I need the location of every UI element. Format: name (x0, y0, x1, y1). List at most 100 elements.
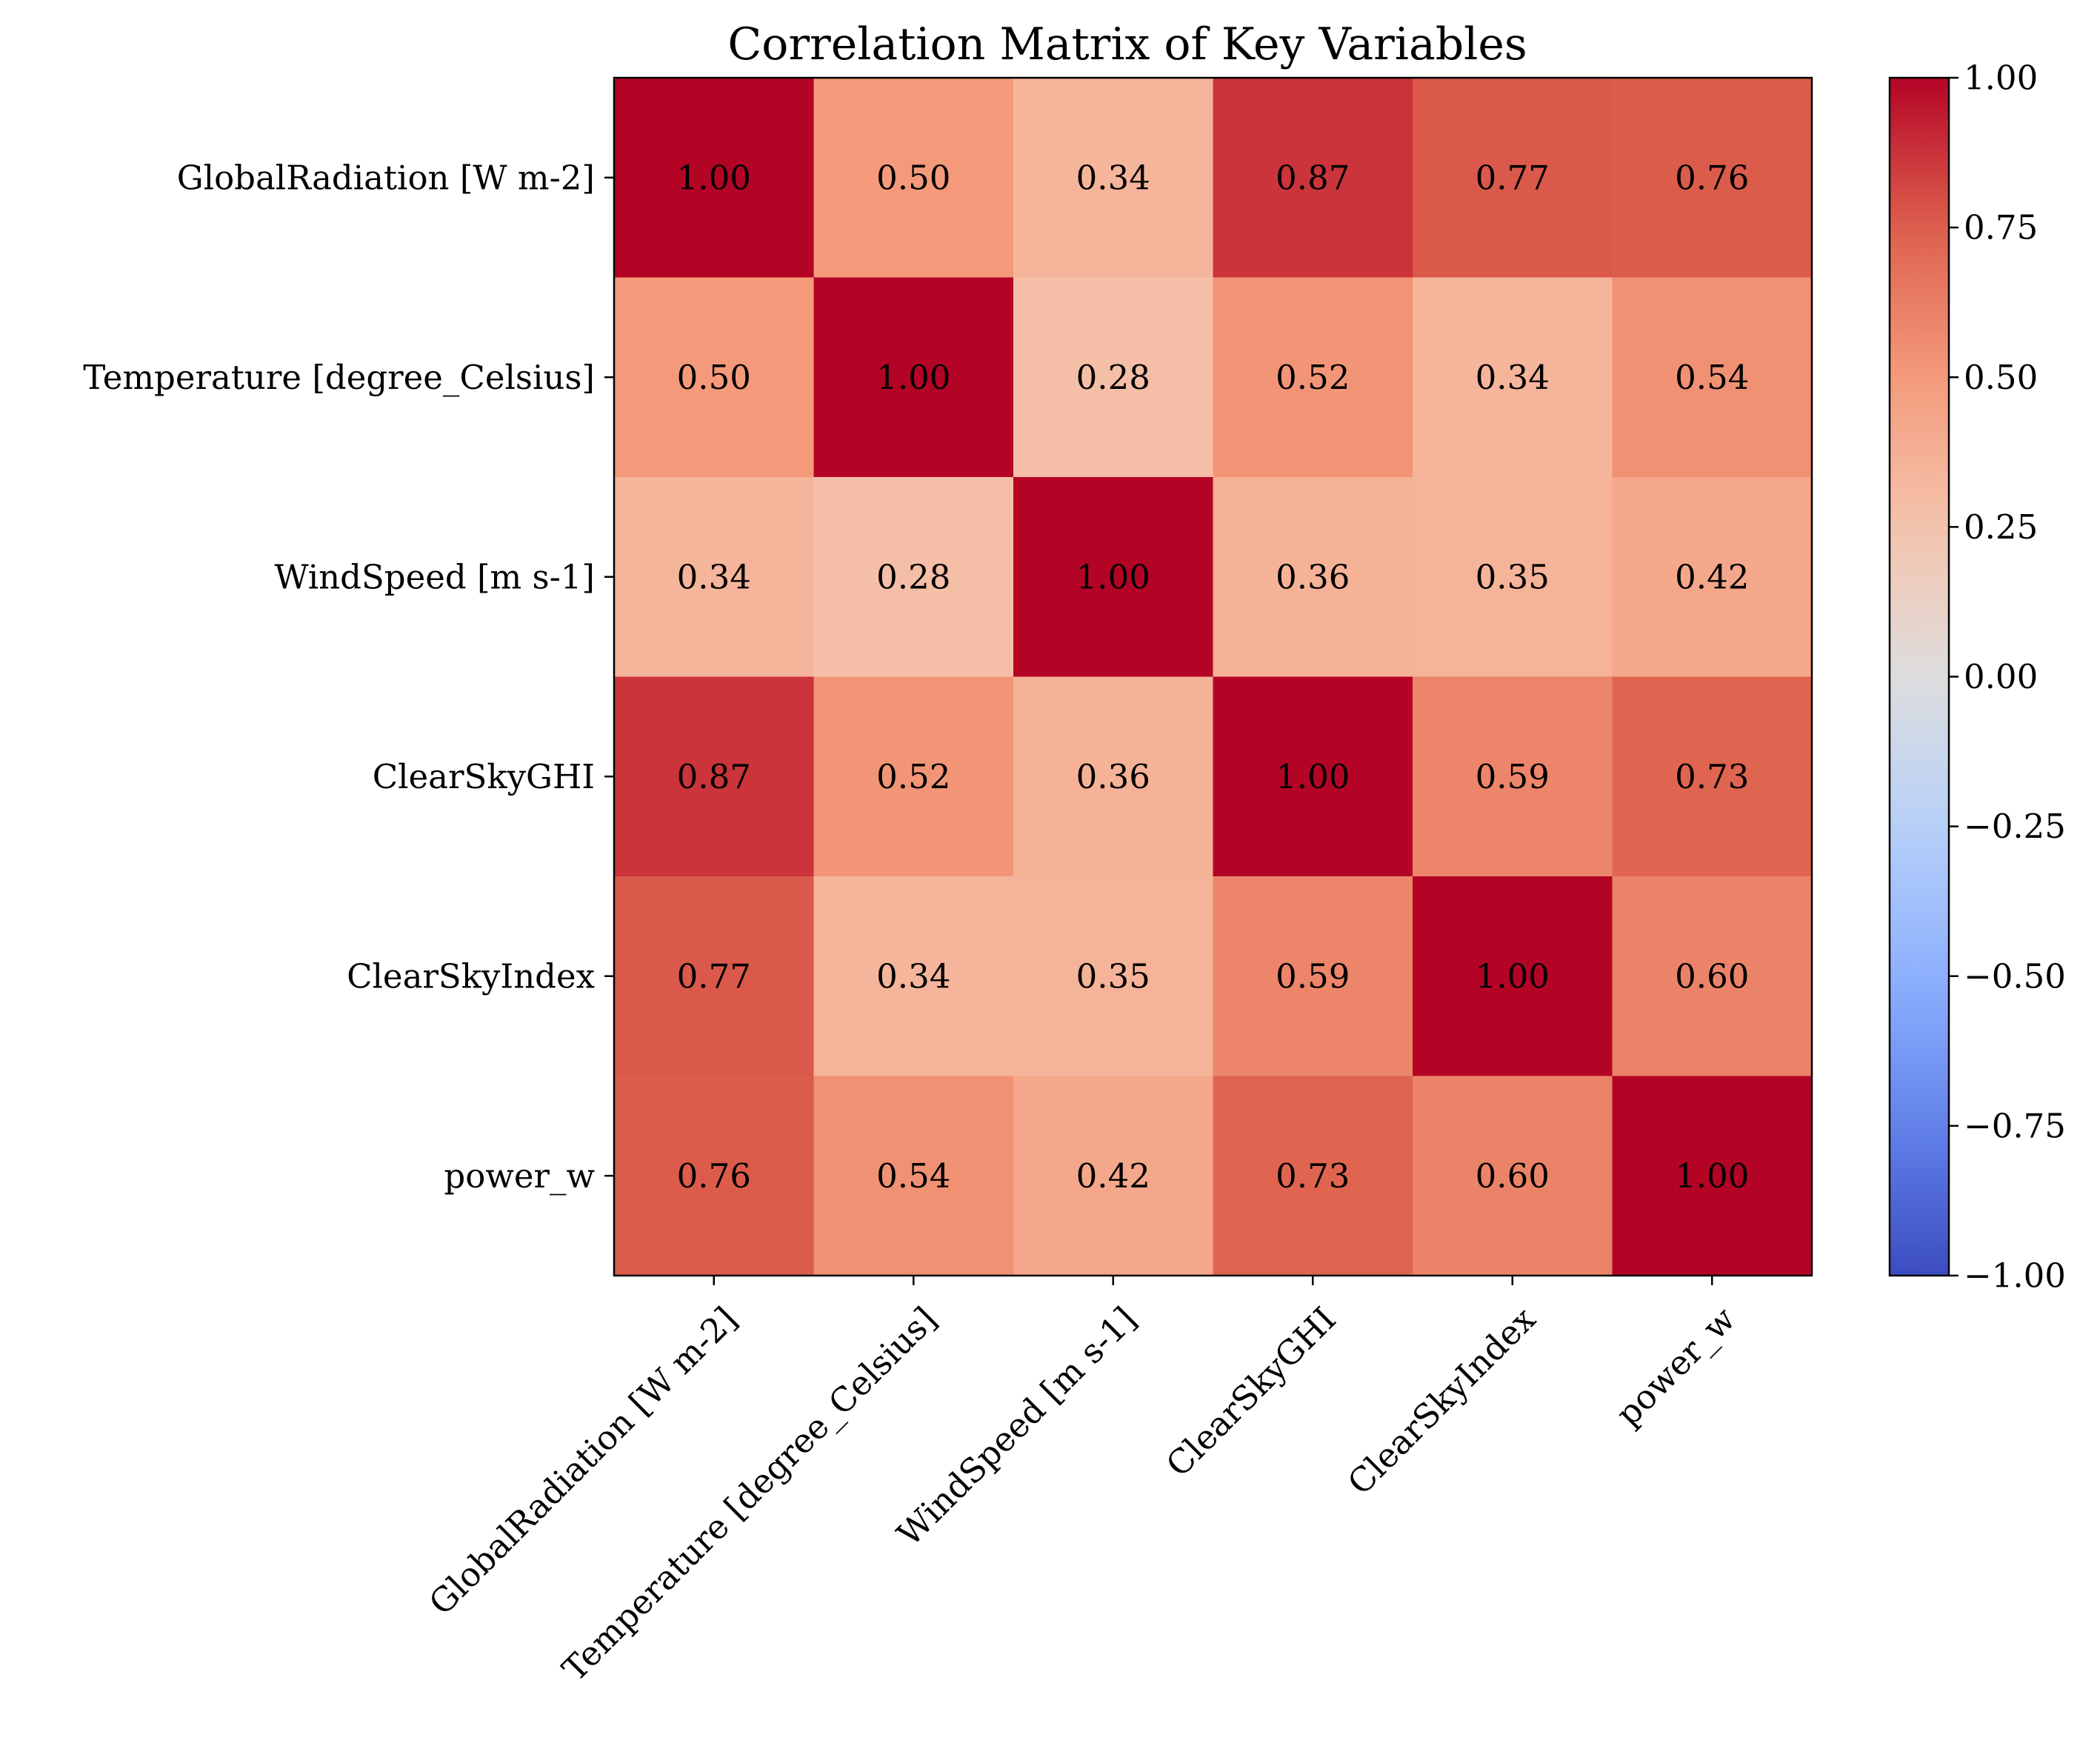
colorbar-tick-label-4: 0.00 (1964, 657, 2038, 696)
heatmap-cell-r1-c1 (813, 277, 1014, 478)
cell-value-label-r4-c0: 0.77 (677, 956, 751, 996)
heatmap-cell-r2-c4 (1413, 477, 1613, 678)
heatmap-cell-r4-c0 (614, 876, 815, 1077)
heatmap-cell-r2-c0 (614, 477, 815, 678)
cell-value-label-r2-c5: 0.42 (1675, 557, 1749, 596)
heatmap-cell-r3-c1 (813, 676, 1014, 877)
heatmap-cell-r4-c1 (813, 876, 1014, 1077)
heatmap-cell-r3-c2 (1013, 676, 1214, 877)
heatmap-cell-r5-c0 (614, 1076, 815, 1276)
cell-value-label-r3-c2: 0.36 (1076, 757, 1150, 796)
heatmap-cell-r3-c3 (1213, 676, 1413, 877)
heatmap-cells (614, 78, 1813, 1276)
cell-value-label-r4-c1: 0.34 (876, 956, 950, 996)
cell-value-label-r5-c2: 0.42 (1076, 1156, 1150, 1196)
cell-value-label-r4-c2: 0.35 (1076, 956, 1150, 996)
cell-value-label-r0-c3: 0.87 (1276, 158, 1350, 197)
cell-value-label-r5-c1: 0.54 (876, 1156, 950, 1196)
cell-value-label-r1-c2: 0.28 (1076, 358, 1150, 397)
x-tick-label-clearskyghi: ClearSkyGHI (1159, 1299, 1344, 1484)
cell-value-label-r0-c2: 0.34 (1076, 158, 1150, 197)
colorbar-tick-label-0: 1.00 (1964, 59, 2038, 98)
heatmap-cell-r2-c3 (1213, 477, 1413, 678)
heatmap-cell-r5-c3 (1213, 1076, 1413, 1276)
heatmap-cell-r2-c5 (1612, 477, 1813, 678)
y-tick-label-clearskyghi: ClearSkyGHI (373, 757, 595, 796)
colorbar-gradient (1890, 78, 1949, 1276)
heatmap-cell-r1-c5 (1612, 277, 1813, 478)
heatmap-cell-r2-c1 (813, 477, 1014, 678)
cell-value-label-r3-c5: 0.73 (1675, 757, 1749, 796)
x-tick-label-clearskyindex: ClearSkyIndex (1340, 1299, 1543, 1502)
heatmap-cell-r3-c4 (1413, 676, 1613, 877)
cell-value-label-r1-c0: 0.50 (677, 358, 751, 397)
x-tick-label-temperature-degree-celsius: Temperature [degree_Celsius] (555, 1299, 944, 1689)
colorbar-tick-label-3: 0.25 (1964, 507, 2038, 547)
heatmap-cell-r0-c3 (1213, 78, 1413, 279)
heatmap-cell-r5-c4 (1413, 1076, 1613, 1276)
heatmap-cell-r1-c3 (1213, 277, 1413, 478)
heatmap-cell-r0-c5 (1612, 78, 1813, 279)
heatmap-cell-r3-c0 (614, 676, 815, 877)
heatmap-cell-r4-c5 (1612, 876, 1813, 1077)
heatmap-cell-r4-c3 (1213, 876, 1413, 1077)
colorbar-tick-label-5: −0.25 (1964, 807, 2066, 846)
cell-value-label-r1-c1: 1.00 (876, 358, 950, 397)
cell-value-label-r1-c4: 0.34 (1476, 358, 1550, 397)
x-axis-ticks: GlobalRadiation [W m-2]Temperature [degr… (421, 1276, 1743, 1689)
colorbar-tick-label-7: −0.75 (1964, 1106, 2066, 1145)
cell-value-label-r2-c3: 0.36 (1276, 557, 1350, 596)
colorbar: 1.00 0.75 0.50 0.25 0.00 −0.25 −0.50 −0.75 −1.00 (1888, 59, 2066, 1296)
cell-value-label-r2-c0: 0.34 (677, 557, 751, 596)
heatmap-cell-r4-c2 (1013, 876, 1214, 1077)
colorbar-tick-label-1: 0.75 (1964, 208, 2038, 247)
heatmap-cell-r0-c4 (1413, 78, 1613, 279)
cell-value-label-r4-c3: 0.59 (1276, 956, 1350, 996)
cell-value-label-r3-c3: 1.00 (1276, 757, 1350, 796)
heatmap-cell-r3-c5 (1612, 676, 1813, 877)
heatmap-cell-r0-c2 (1013, 78, 1214, 279)
heatmap-cell-r0-c1 (813, 78, 1014, 279)
heatmap-cell-labels: 1.00 0.50 0.34 0.87 0.77 0.76 0.50 1.00 0.28 0.52… (677, 158, 1750, 1196)
y-tick-label-globalradiation-w-m-2: GlobalRadiation [W m-2] (177, 158, 595, 197)
colorbar-tick-label-8: −1.00 (1964, 1256, 2066, 1296)
y-axis-ticks: GlobalRadiation [W m-2] Temperature [degr… (83, 158, 614, 1196)
y-tick-label-windspeed-m-s-1: WindSpeed [m s-1] (274, 557, 595, 596)
cell-value-label-r4-c5: 0.60 (1675, 956, 1749, 996)
cell-value-label-r1-c5: 0.54 (1675, 358, 1749, 397)
cell-value-label-r0-c5: 0.76 (1675, 158, 1749, 197)
heatmap-cell-r5-c1 (813, 1076, 1014, 1276)
cell-value-label-r0-c4: 0.77 (1476, 158, 1550, 197)
cell-value-label-r2-c2: 1.00 (1076, 557, 1150, 596)
heatmap-cell-r1-c2 (1013, 277, 1214, 478)
cell-value-label-r3-c4: 0.59 (1476, 757, 1550, 796)
colorbar-tick-label-2: 0.50 (1964, 358, 2038, 397)
y-tick-label-temperature-degree-celsius: Temperature [degree_Celsius] (83, 358, 595, 397)
cell-value-label-r2-c4: 0.35 (1476, 557, 1550, 596)
x-tick-label-power-w: power_w (1608, 1299, 1742, 1433)
colorbar-tick-label-6: −0.50 (1964, 956, 2066, 996)
cell-value-label-r5-c4: 0.60 (1476, 1156, 1550, 1196)
cell-value-label-r4-c4: 1.00 (1476, 956, 1550, 996)
heatmap-cell-r4-c4 (1413, 876, 1613, 1077)
heatmap-cell-r1-c0 (614, 277, 815, 478)
y-tick-label-power-w: power_w (444, 1156, 595, 1196)
cell-value-label-r2-c1: 0.28 (876, 557, 950, 596)
cell-value-label-r3-c0: 0.87 (677, 757, 751, 796)
cell-value-label-r5-c3: 0.73 (1276, 1156, 1350, 1196)
cell-value-label-r0-c1: 0.50 (876, 158, 950, 197)
heatmap-cell-r5-c5 (1612, 1076, 1813, 1276)
heatmap-cell-r2-c2 (1013, 477, 1214, 678)
cell-value-label-r0-c0: 1.00 (677, 158, 751, 197)
y-tick-label-clearskyindex: ClearSkyIndex (347, 956, 595, 996)
plot-frame (613, 76, 1813, 1277)
heatmap-cell-r5-c2 (1013, 1076, 1214, 1276)
cell-value-label-r5-c5: 1.00 (1675, 1156, 1749, 1196)
cell-value-label-r1-c3: 0.52 (1276, 358, 1350, 397)
chart-title: Correlation Matrix of Key Variables (727, 19, 1527, 70)
heatmap-cell-r0-c0 (614, 78, 815, 279)
cell-value-label-r5-c0: 0.76 (677, 1156, 751, 1196)
cell-value-label-r3-c1: 0.52 (876, 757, 950, 796)
heatmap-cell-r1-c4 (1413, 277, 1613, 478)
